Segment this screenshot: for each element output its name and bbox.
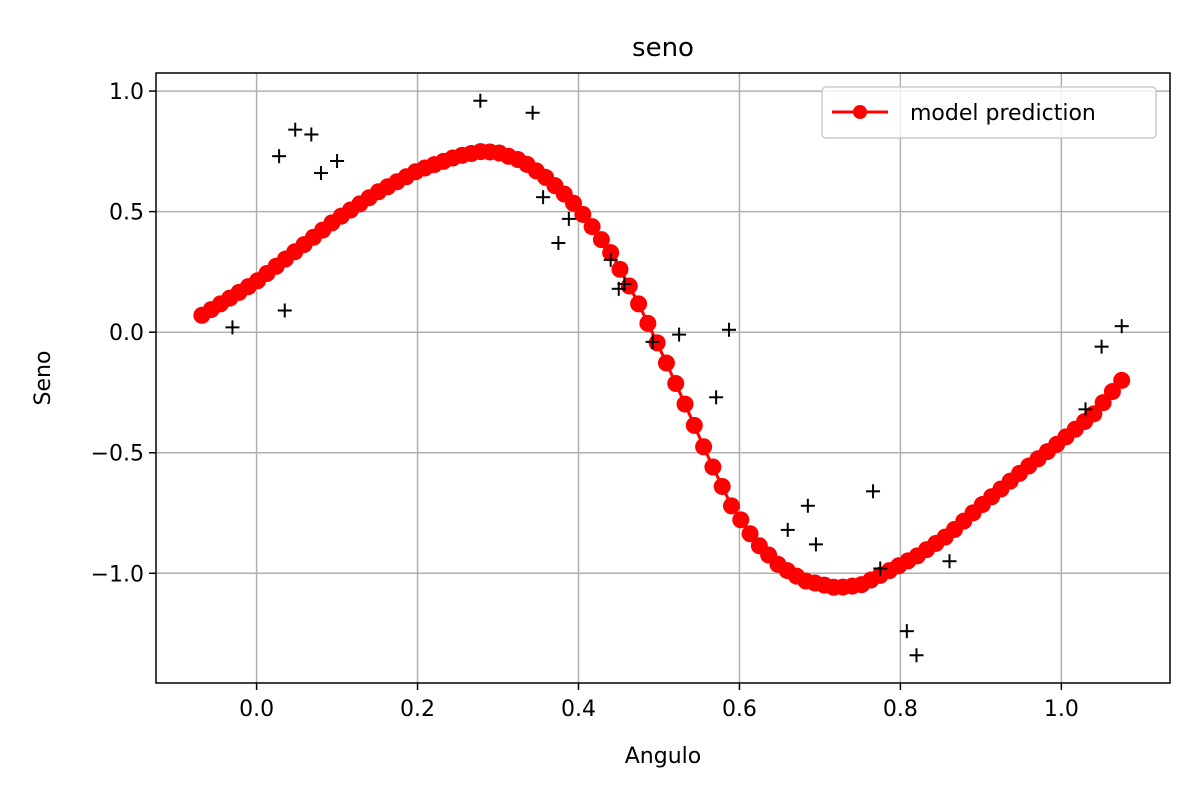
observation-point <box>873 561 888 576</box>
prediction-point <box>713 477 731 495</box>
prediction-point <box>722 497 740 515</box>
x-tick-label: 0.8 <box>883 697 918 722</box>
prediction-point <box>592 231 610 249</box>
observation-point <box>1078 402 1093 417</box>
prediction-point <box>602 244 620 262</box>
prediction-point <box>1094 394 1112 412</box>
plot-frame <box>155 72 1171 684</box>
observation-point <box>603 252 618 267</box>
observation-point <box>551 235 566 250</box>
prediction-series <box>193 143 1131 596</box>
observation-point <box>288 122 303 137</box>
legend: model prediction <box>821 86 1157 139</box>
prediction-point <box>657 354 675 372</box>
chart-title: seno <box>632 33 694 63</box>
observation-point <box>645 334 660 349</box>
prediction-point <box>732 511 750 529</box>
observation-point <box>942 554 957 569</box>
x-tick-label: 0.4 <box>561 697 596 722</box>
observation-point <box>672 327 687 342</box>
prediction-point <box>574 205 592 223</box>
observation-point <box>1094 339 1109 354</box>
x-tick-label: 1.0 <box>1044 697 1079 722</box>
prediction-point <box>1113 371 1131 389</box>
legend-label: model prediction <box>910 101 1096 126</box>
observation-point <box>899 624 914 639</box>
observation-point <box>866 484 881 499</box>
observation-series <box>225 93 1129 663</box>
observation-point <box>272 149 287 164</box>
prediction-point <box>741 525 759 543</box>
observation-point <box>277 303 292 318</box>
x-tick-label: 0.6 <box>722 697 757 722</box>
observation-point <box>473 93 488 108</box>
prediction-point <box>639 314 657 332</box>
observation-point <box>721 322 736 337</box>
observation-point <box>1114 319 1129 334</box>
prediction-point <box>695 438 713 456</box>
x-axis-label: Angulo <box>625 744 701 769</box>
observation-point <box>561 211 576 226</box>
prediction-point <box>1103 383 1121 401</box>
observation-point <box>330 154 345 169</box>
prediction-point <box>667 374 685 392</box>
observation-point <box>225 320 240 335</box>
y-tick-label: 0.0 <box>109 321 144 346</box>
observation-point <box>709 390 724 405</box>
axis-ticks: 0.0 0.2 0.4 0.6 0.8 1.0 1.0 0.5 0.0 −0.5 −1.0 <box>91 80 1079 722</box>
prediction-point <box>583 218 601 236</box>
prediction-point <box>704 458 722 476</box>
observation-point <box>536 190 551 205</box>
legend-dot-marker <box>853 105 867 119</box>
y-tick-label: −0.5 <box>91 442 144 467</box>
y-tick-label: −1.0 <box>91 562 144 587</box>
observation-point <box>909 648 924 663</box>
x-tick-label: 0.2 <box>400 697 435 722</box>
x-tick-label: 0.0 <box>239 697 274 722</box>
prediction-point <box>611 260 629 278</box>
prediction-point <box>685 416 703 434</box>
prediction-point <box>620 277 638 295</box>
observation-point <box>304 127 319 142</box>
y-axis-label: Seno <box>31 351 56 406</box>
prediction-point <box>630 295 648 313</box>
prediction-point <box>565 194 583 212</box>
observation-point <box>617 276 632 291</box>
observation-point <box>780 522 795 537</box>
observation-point <box>525 105 540 120</box>
y-tick-label: 0.5 <box>109 201 144 226</box>
observation-point <box>313 166 328 181</box>
legend-box <box>821 86 1157 139</box>
prediction-point <box>676 395 694 413</box>
y-tick-label: 1.0 <box>109 80 144 105</box>
observation-point <box>808 537 823 552</box>
observation-point <box>800 498 815 513</box>
